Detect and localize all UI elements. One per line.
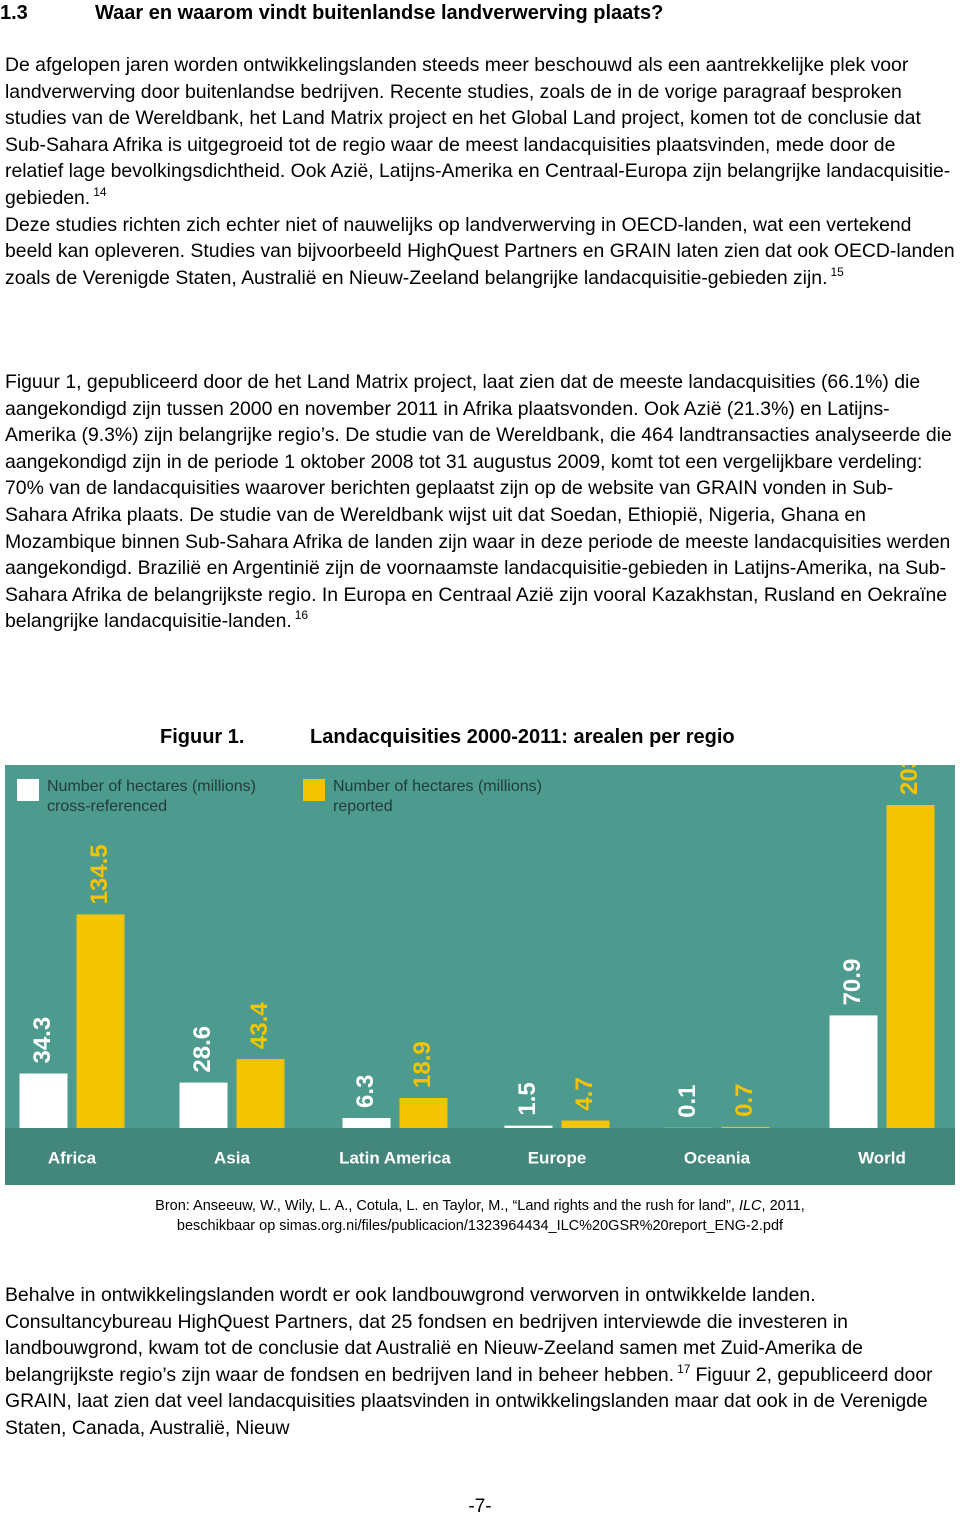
paragraph: Behalve in ontwikkelingslanden wordt er … (5, 1282, 955, 1442)
bar (721, 1126, 770, 1128)
x-tick-label: Latin America (339, 1148, 451, 1167)
value-label: 134.5 (86, 844, 113, 904)
paragraph-text: Behalve in ontwikkelingslanden wordt er … (5, 1284, 863, 1386)
chart: Africa 34.3 134.5 Asia 28.6 43.4 Latin America… (5, 765, 955, 1185)
legend-item: Number of hectares (millions) reported (303, 777, 573, 817)
figure-label: Figuur 1. (160, 726, 245, 748)
source-text: Bron: Anseeuw, W., Wily, L. A., Cotula, … (155, 1198, 739, 1214)
value-label: 28.6 (189, 1026, 216, 1073)
x-tick-label: Oceania (684, 1148, 751, 1167)
value-label: 0.7 (731, 1084, 758, 1117)
paragraph-text: Figuur 2, gepubliceerd door GRAIN, laat … (5, 1363, 933, 1439)
bar (886, 805, 935, 1128)
legend-swatch (17, 779, 39, 801)
paragraph-text: Deze studies richten zich echter niet of… (5, 213, 955, 289)
paragraph: Deze studies richten zich echter niet of… (5, 212, 955, 292)
source-italic: ILC (738, 1198, 762, 1214)
legend-label: Number of hectares (millions) cross-refe… (47, 778, 256, 815)
source: Bron: Anseeuw, W., Wily, L. A., Cotula, … (150, 1196, 810, 1236)
chart-svg: Africa 34.3 134.5 Asia 28.6 43.4 Latin America… (5, 765, 955, 1185)
chart-background (5, 765, 955, 1185)
value-label: 0.1 (674, 1084, 701, 1117)
legend-swatch (303, 779, 325, 801)
x-tick-label: Africa (48, 1148, 97, 1167)
bar (829, 1015, 878, 1128)
bar (76, 914, 125, 1128)
value-label: 4.7 (571, 1077, 598, 1110)
source-text: , 2011, beschikbaar op simas.org.ni/file… (176, 1198, 805, 1234)
x-tick-label: Europe (528, 1148, 587, 1167)
bar (179, 1082, 228, 1128)
value-label: 70.9 (839, 959, 866, 1006)
text-block: Behalve in ontwikkelingslanden wordt er … (5, 1282, 955, 1442)
x-tick-label: Asia (214, 1148, 250, 1167)
legend-item: Number of hectares (millions) cross-refe… (17, 777, 287, 817)
footnote-ref: 17 (677, 1361, 691, 1376)
bar (342, 1117, 391, 1128)
footnote-ref: 16 (294, 608, 309, 623)
heading-number: 1.3 (0, 2, 28, 24)
figure-title: Landacquisities 2000-2011: arealen per r… (310, 726, 735, 748)
value-label: 34.3 (29, 1017, 56, 1064)
x-tick-label: World (858, 1148, 906, 1167)
paragraph-text: Figuur 1, gepubliceerd door de het Land … (5, 371, 952, 633)
value-label: 1.5 (514, 1082, 541, 1115)
bar (504, 1125, 553, 1128)
category-band (5, 1128, 955, 1185)
bar (561, 1120, 610, 1128)
legend-label: Number of hectares (millions) reported (333, 778, 542, 815)
value-label: 43.4 (246, 1002, 273, 1049)
paragraph: Figuur 1, gepubliceerd door de het Land … (5, 369, 955, 635)
value-label: 6.3 (352, 1075, 379, 1108)
paragraph: De afgelopen jaren worden ontwikkelingsl… (5, 52, 955, 212)
page-number: -7- (468, 1496, 492, 1517)
value-label: 203.4 (896, 765, 923, 795)
value-label: 18.9 (409, 1041, 436, 1088)
footnote-ref: 15 (830, 264, 844, 279)
footnote-ref: 14 (93, 184, 107, 199)
bar (236, 1059, 285, 1128)
bar (399, 1097, 448, 1128)
bar (19, 1073, 68, 1128)
heading-title: Waar en waarom vindt buitenlandse landve… (95, 2, 664, 24)
paragraph-text: De afgelopen jaren worden ontwikkelingsl… (5, 54, 951, 209)
text-block: Figuur 1, gepubliceerd door de het Land … (5, 369, 955, 635)
text-block: De afgelopen jaren worden ontwikkelingsl… (5, 52, 955, 291)
